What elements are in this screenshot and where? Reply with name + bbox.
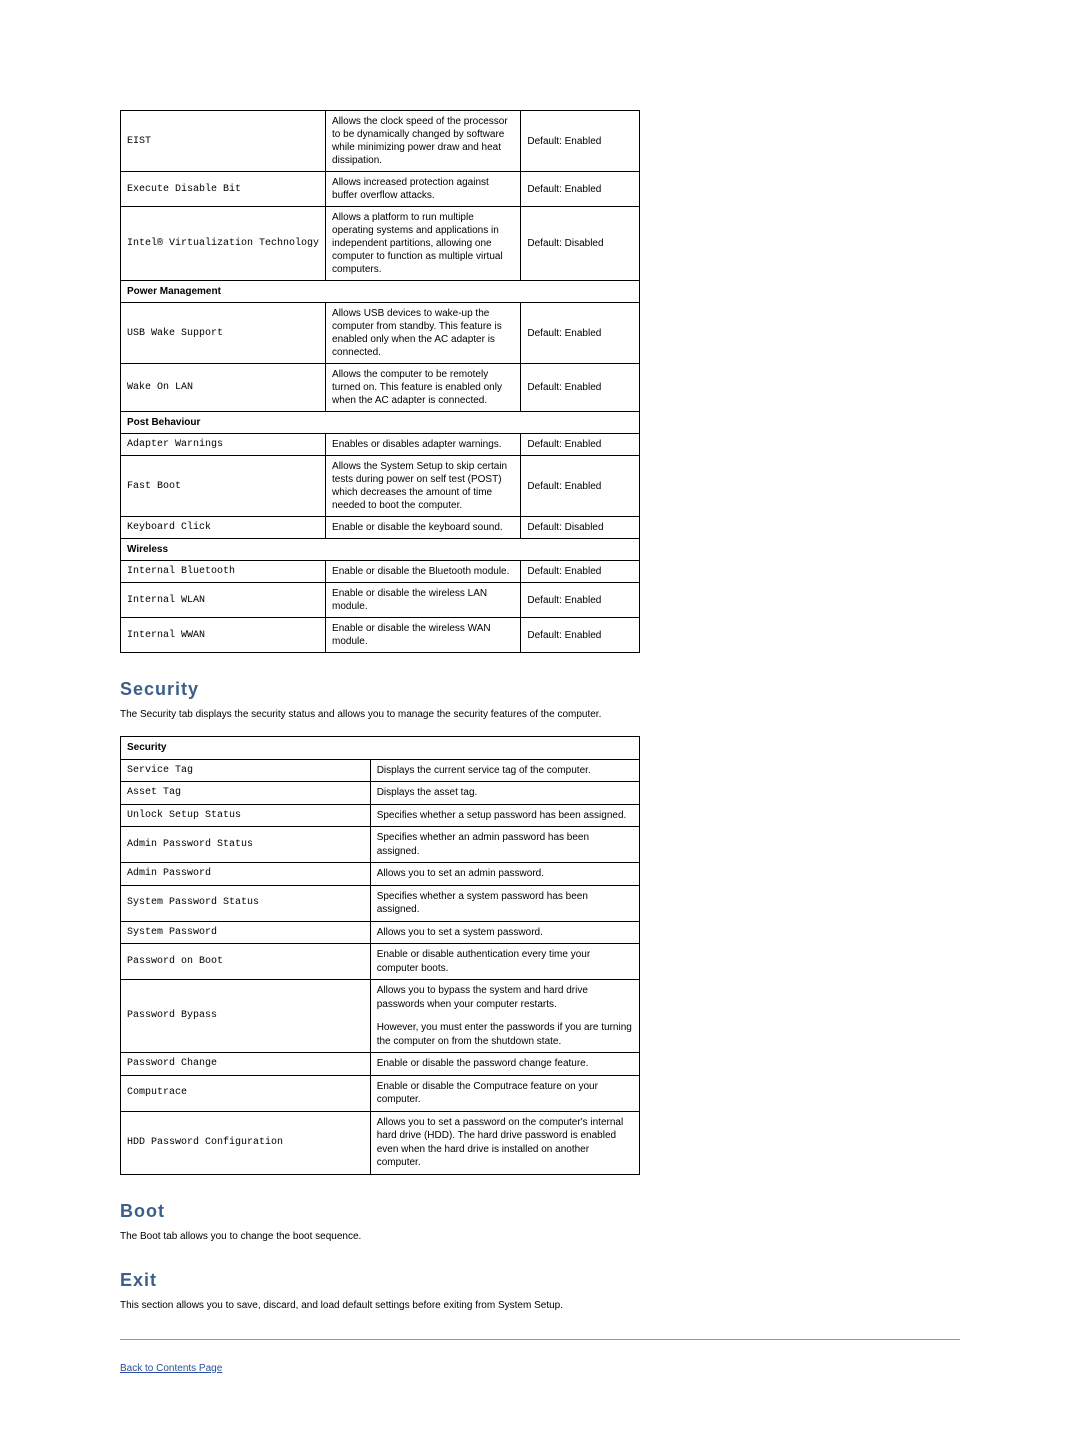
table-row: Wake On LANAllows the computer to be rem… bbox=[121, 364, 640, 412]
setting-default: Default: Disabled bbox=[521, 517, 640, 539]
setting-desc: Allows the System Setup to skip certain … bbox=[326, 456, 521, 517]
security-heading: Security bbox=[120, 679, 960, 700]
setting-name: Password Bypass bbox=[121, 980, 371, 1053]
setting-name: EIST bbox=[121, 111, 326, 172]
setting-desc: Enable or disable the password change fe… bbox=[370, 1053, 639, 1076]
section-header: Wireless bbox=[121, 539, 640, 561]
setting-desc: Allows you to set a password on the comp… bbox=[370, 1111, 639, 1174]
setting-name: Admin Password bbox=[121, 863, 371, 886]
table-row: Unlock Setup StatusSpecifies whether a s… bbox=[121, 804, 640, 827]
setting-desc: Enable or disable authentication every t… bbox=[370, 944, 639, 980]
setting-desc: Allows you to bypass the system and hard… bbox=[370, 980, 639, 1053]
setting-desc: Enable or disable the wireless LAN modul… bbox=[326, 583, 521, 618]
table-row: Password BypassAllows you to bypass the … bbox=[121, 980, 640, 1053]
setting-desc: Enable or disable the wireless WAN modul… bbox=[326, 618, 521, 653]
setting-desc: Specifies whether an admin password has … bbox=[370, 827, 639, 863]
table-row: Fast BootAllows the System Setup to skip… bbox=[121, 456, 640, 517]
table-row: Admin PasswordAllows you to set an admin… bbox=[121, 863, 640, 886]
table-row: Execute Disable BitAllows increased prot… bbox=[121, 172, 640, 207]
table-row: EISTAllows the clock speed of the proces… bbox=[121, 111, 640, 172]
table-row: Internal WLANEnable or disable the wirel… bbox=[121, 583, 640, 618]
back-to-contents-link[interactable]: Back to Contents Page bbox=[120, 1363, 222, 1374]
setting-name: Intel® Virtualization Technology bbox=[121, 207, 326, 281]
table-row: Password ChangeEnable or disable the pas… bbox=[121, 1053, 640, 1076]
table-row: HDD Password ConfigurationAllows you to … bbox=[121, 1111, 640, 1174]
divider bbox=[120, 1339, 960, 1340]
document-page: EISTAllows the clock speed of the proces… bbox=[0, 0, 1080, 1436]
table-row: Internal BluetoothEnable or disable the … bbox=[121, 561, 640, 583]
setting-default: Default: Enabled bbox=[521, 583, 640, 618]
setting-desc: Specifies whether a system password has … bbox=[370, 885, 639, 921]
setting-desc: Specifies whether a setup password has b… bbox=[370, 804, 639, 827]
table-row: System PasswordAllows you to set a syste… bbox=[121, 921, 640, 944]
setting-name: Computrace bbox=[121, 1075, 371, 1111]
setting-name: Asset Tag bbox=[121, 782, 371, 805]
setting-name: Unlock Setup Status bbox=[121, 804, 371, 827]
setting-name: Password on Boot bbox=[121, 944, 371, 980]
setting-name: System Password Status bbox=[121, 885, 371, 921]
setting-desc: Enables or disables adapter warnings. bbox=[326, 434, 521, 456]
setting-default: Default: Enabled bbox=[521, 172, 640, 207]
section-header: Security bbox=[121, 737, 640, 760]
setting-default: Default: Enabled bbox=[521, 618, 640, 653]
setting-name: Password Change bbox=[121, 1053, 371, 1076]
table-row: Service TagDisplays the current service … bbox=[121, 759, 640, 782]
table-row: USB Wake SupportAllows USB devices to wa… bbox=[121, 303, 640, 364]
table-row: Post Behaviour bbox=[121, 412, 640, 434]
setting-name: Admin Password Status bbox=[121, 827, 371, 863]
setting-name: HDD Password Configuration bbox=[121, 1111, 371, 1174]
table-row: Password on BootEnable or disable authen… bbox=[121, 944, 640, 980]
setting-name: System Password bbox=[121, 921, 371, 944]
settings-table: EISTAllows the clock speed of the proces… bbox=[120, 110, 640, 653]
setting-desc: Enable or disable the Computrace feature… bbox=[370, 1075, 639, 1111]
table-row: Adapter WarningsEnables or disables adap… bbox=[121, 434, 640, 456]
setting-desc: Allows increased protection against buff… bbox=[326, 172, 521, 207]
security-intro: The Security tab displays the security s… bbox=[120, 708, 960, 722]
table-row: Admin Password StatusSpecifies whether a… bbox=[121, 827, 640, 863]
table-row: Power Management bbox=[121, 281, 640, 303]
setting-name: Fast Boot bbox=[121, 456, 326, 517]
setting-default: Default: Enabled bbox=[521, 303, 640, 364]
table-row: Keyboard ClickEnable or disable the keyb… bbox=[121, 517, 640, 539]
table-row: Asset TagDisplays the asset tag. bbox=[121, 782, 640, 805]
security-table: SecurityService TagDisplays the current … bbox=[120, 736, 640, 1175]
setting-desc: Displays the current service tag of the … bbox=[370, 759, 639, 782]
table-row: ComputraceEnable or disable the Computra… bbox=[121, 1075, 640, 1111]
setting-name: Internal WLAN bbox=[121, 583, 326, 618]
setting-name: Internal Bluetooth bbox=[121, 561, 326, 583]
setting-desc: Allows the clock speed of the processor … bbox=[326, 111, 521, 172]
setting-name: USB Wake Support bbox=[121, 303, 326, 364]
table-row: Internal WWANEnable or disable the wirel… bbox=[121, 618, 640, 653]
setting-name: Keyboard Click bbox=[121, 517, 326, 539]
table-row: System Password StatusSpecifies whether … bbox=[121, 885, 640, 921]
exit-intro: This section allows you to save, discard… bbox=[120, 1299, 960, 1313]
setting-desc: Allows a platform to run multiple operat… bbox=[326, 207, 521, 281]
setting-name: Execute Disable Bit bbox=[121, 172, 326, 207]
setting-desc: Enable or disable the keyboard sound. bbox=[326, 517, 521, 539]
setting-default: Default: Enabled bbox=[521, 364, 640, 412]
setting-default: Default: Enabled bbox=[521, 561, 640, 583]
setting-name: Service Tag bbox=[121, 759, 371, 782]
setting-desc: Displays the asset tag. bbox=[370, 782, 639, 805]
table-row: Intel® Virtualization TechnologyAllows a… bbox=[121, 207, 640, 281]
table-row: Security bbox=[121, 737, 640, 760]
setting-desc: Allows you to set a system password. bbox=[370, 921, 639, 944]
setting-default: Default: Disabled bbox=[521, 207, 640, 281]
setting-name: Wake On LAN bbox=[121, 364, 326, 412]
boot-intro: The Boot tab allows you to change the bo… bbox=[120, 1230, 960, 1244]
setting-desc: Enable or disable the Bluetooth module. bbox=[326, 561, 521, 583]
setting-default: Default: Enabled bbox=[521, 434, 640, 456]
section-header: Power Management bbox=[121, 281, 640, 303]
setting-desc: Allows the computer to be remotely turne… bbox=[326, 364, 521, 412]
section-header: Post Behaviour bbox=[121, 412, 640, 434]
exit-heading: Exit bbox=[120, 1270, 960, 1291]
setting-default: Default: Enabled bbox=[521, 456, 640, 517]
setting-name: Internal WWAN bbox=[121, 618, 326, 653]
setting-desc: Allows you to set an admin password. bbox=[370, 863, 639, 886]
setting-desc: Allows USB devices to wake-up the comput… bbox=[326, 303, 521, 364]
setting-name: Adapter Warnings bbox=[121, 434, 326, 456]
boot-heading: Boot bbox=[120, 1201, 960, 1222]
table-row: Wireless bbox=[121, 539, 640, 561]
setting-default: Default: Enabled bbox=[521, 111, 640, 172]
